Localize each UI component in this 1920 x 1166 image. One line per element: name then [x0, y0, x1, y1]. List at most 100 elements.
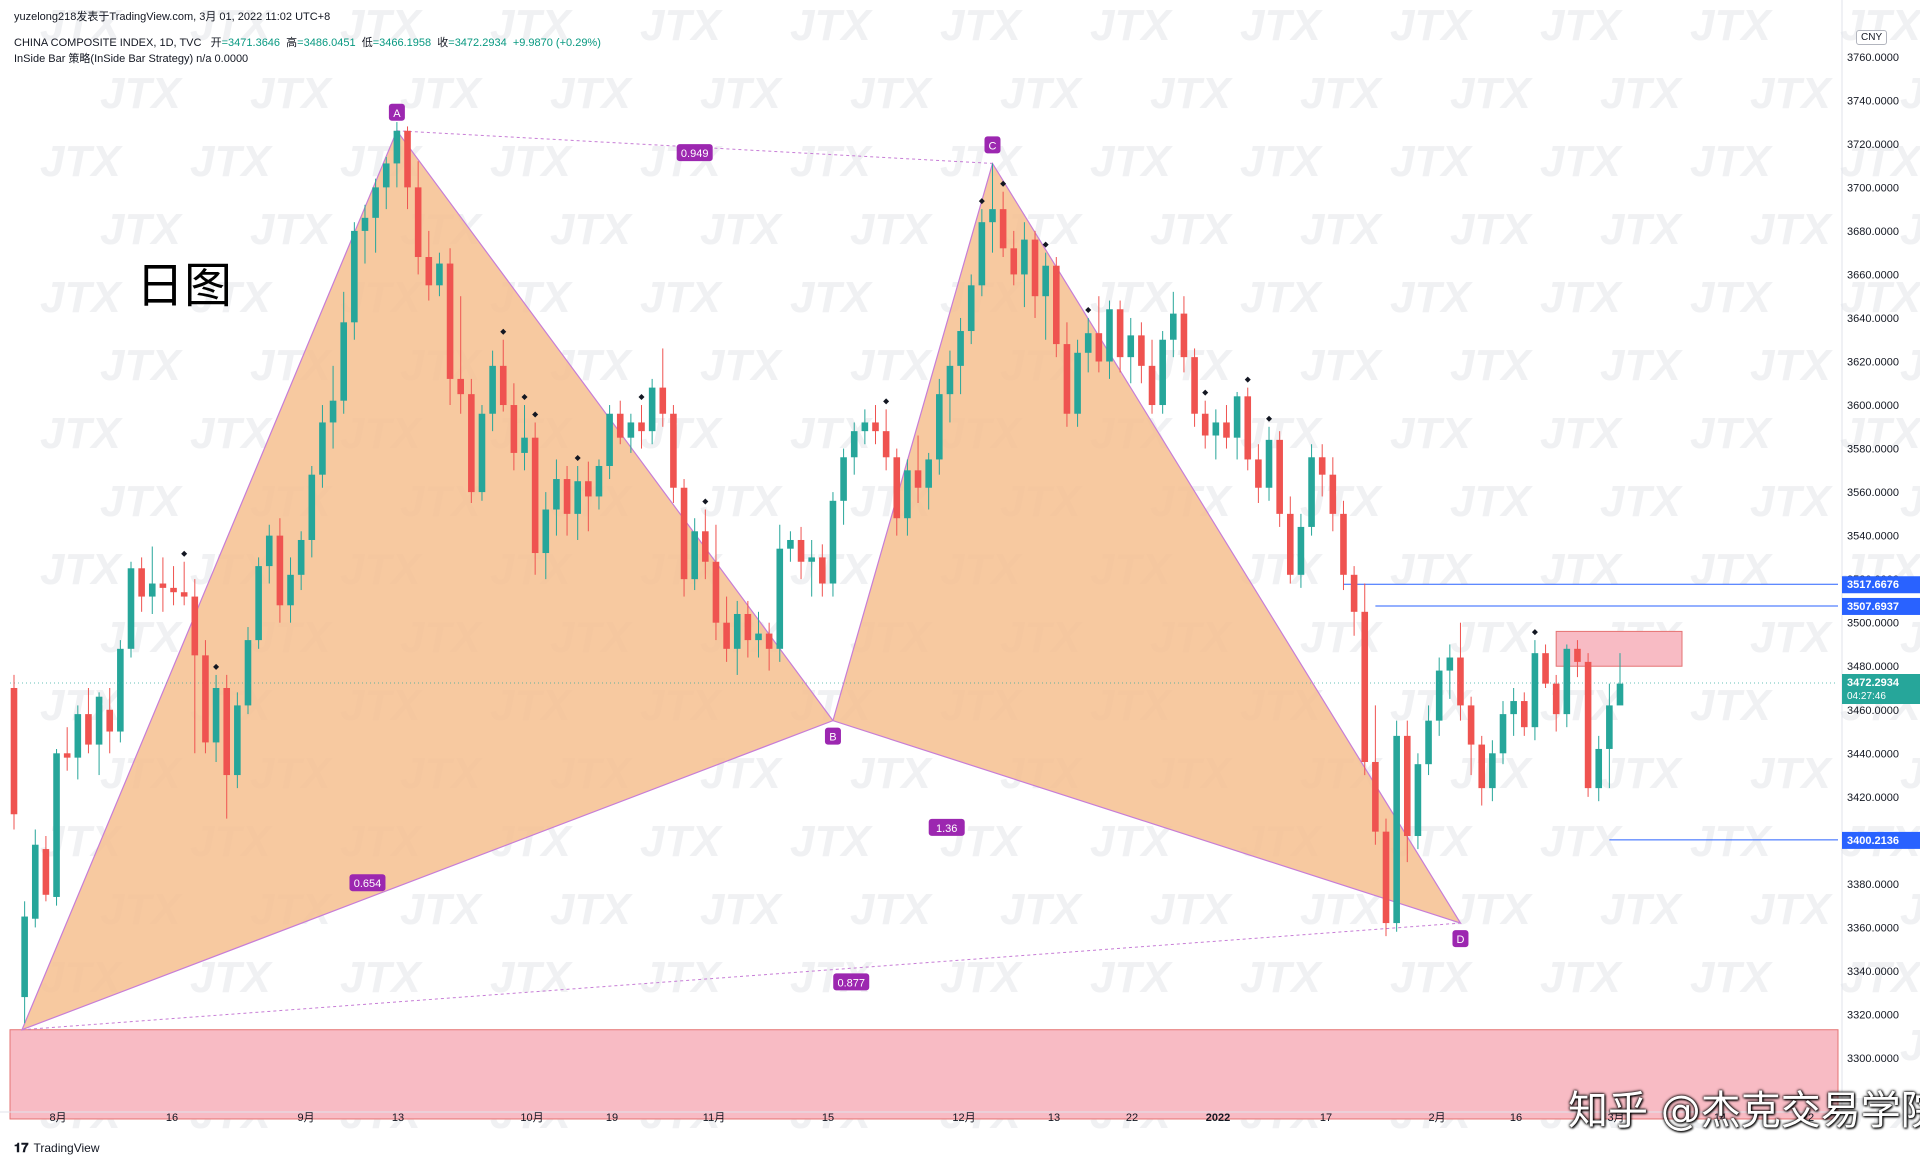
ratio-label: 0.654 [349, 874, 386, 892]
candle-body [1095, 333, 1103, 362]
candle [1361, 583, 1369, 776]
time-tick-label: 17 [1320, 1112, 1332, 1124]
candle [1372, 705, 1379, 845]
tradingview-logo[interactable]: 𝟏𝟕 TradingView [14, 1140, 100, 1156]
jtx-watermark: JTX [700, 205, 783, 254]
candle [244, 627, 252, 715]
candle-body [468, 394, 475, 493]
candle-body [223, 687, 231, 776]
ratio-label-box [676, 144, 713, 162]
jtx-watermark: JTX [700, 341, 783, 390]
time-tick-label: 10月 [520, 1112, 543, 1124]
time-tick-label: 13 [1048, 1112, 1060, 1124]
jtx-watermark: JTX [640, 817, 723, 866]
candle-body [1414, 764, 1422, 837]
point-label-text: A [393, 108, 401, 120]
candle [85, 687, 92, 754]
candle [1393, 720, 1400, 932]
candle-body [138, 568, 145, 597]
symbol-name: CHINA COMPOSITE INDEX, 1D, TVC [14, 37, 202, 49]
open-value: =3471.3646 [221, 37, 281, 49]
time-tick-label: 12月 [952, 1112, 975, 1124]
ratio-label-text: 0.877 [837, 977, 865, 989]
horizontal-lines[interactable] [10, 583, 1838, 841]
time-tick-label: 14 [1714, 1112, 1726, 1124]
candle-body [1318, 457, 1326, 475]
point-label-d[interactable]: D [1452, 930, 1469, 948]
candle-body [1138, 335, 1145, 366]
price-label-badge[interactable] [1842, 674, 1920, 705]
jtx-watermark: JTX [1450, 613, 1533, 662]
candle [691, 518, 698, 591]
strategy-legend[interactable]: InSide Bar 策略(InSide Bar Strategy) n/a 0… [14, 53, 249, 65]
countdown-label: 04:27:46 [1847, 691, 1886, 702]
candle [989, 163, 996, 253]
candle-body [1574, 648, 1581, 662]
jtx-watermark: JTX [1450, 885, 1533, 934]
time-tick-label: 11月 [703, 1112, 725, 1124]
candle-body [42, 849, 50, 895]
candle-body [1329, 474, 1337, 514]
change-value: +9.9870 (+0.29%) [512, 37, 601, 49]
candle [138, 557, 145, 612]
point-label-b[interactable]: B [824, 727, 841, 745]
inside-bar-marker [1244, 376, 1251, 383]
candle-body [1127, 335, 1135, 358]
candle-body [925, 459, 932, 488]
price-label-badge[interactable] [1842, 576, 1920, 594]
close-label: 收 [437, 37, 449, 49]
jtx-watermark: JTX [1690, 681, 1773, 730]
jtx-watermark: JTX [1300, 69, 1383, 118]
time-axis[interactable]: 8月 16 9月 13 10月 19 11月 15 12月 13 22 2022 17 2月 16 3月 14 2… [0, 1111, 1842, 1124]
jtx-watermark: JTX [190, 273, 273, 322]
candle-body [478, 413, 486, 493]
candle [521, 405, 528, 471]
jtx-watermark: JTX [1240, 953, 1323, 1002]
point-label-text: B [829, 732, 836, 744]
harmonic-pattern[interactable]: 0.654 0.949 1.36 0.877 [20, 129, 1462, 1031]
candle [1053, 257, 1060, 358]
candle-body [553, 479, 560, 510]
jtx-watermark: JTX [1390, 273, 1473, 322]
jtx-watermark: JTX [1450, 477, 1533, 526]
candle-body [1393, 735, 1400, 924]
jtx-watermark: JTX [940, 953, 1023, 1002]
candle [1531, 640, 1539, 741]
candle [712, 524, 720, 641]
pattern-points[interactable]: A B C D [388, 103, 1469, 948]
candle-body [414, 187, 422, 258]
price-label-badge[interactable] [1842, 597, 1920, 615]
candle [457, 296, 464, 414]
price-axis[interactable]: 3760.0000 3740.0000 3720.0000 3700.0000 3680… [1841, 0, 1920, 1112]
price-label-badge[interactable] [1842, 831, 1920, 849]
candle [234, 692, 241, 789]
candle [202, 640, 209, 754]
candle [585, 461, 592, 532]
time-tick-label: 16 [166, 1112, 178, 1124]
point-label-a[interactable]: A [388, 103, 405, 121]
candle [670, 405, 677, 503]
candle-body [585, 481, 592, 497]
candle-body [914, 470, 922, 488]
point-label-box [388, 103, 405, 121]
candle [468, 378, 475, 503]
inside-bar-marker [1042, 241, 1049, 248]
point-label-c[interactable]: C [984, 136, 1001, 154]
candle [1084, 317, 1092, 373]
candle [1170, 291, 1177, 358]
candle [808, 539, 815, 597]
candle [297, 531, 305, 591]
candle [882, 409, 890, 471]
candle-body [967, 285, 975, 332]
currency-badge[interactable]: CNY [1856, 30, 1888, 45]
candle [478, 405, 486, 501]
price-tick-label: 3620.0000 [1847, 356, 1899, 368]
candle [1276, 431, 1283, 527]
price-tick-label: 3540.0000 [1847, 531, 1899, 543]
candle-body [1403, 735, 1411, 837]
candle [425, 230, 433, 301]
symbol-legend[interactable]: CHINA COMPOSITE INDEX, 1D, TVC 开=3471.36… [14, 34, 601, 50]
jtx-watermark: JTX [400, 69, 483, 118]
candle-body [936, 394, 943, 460]
